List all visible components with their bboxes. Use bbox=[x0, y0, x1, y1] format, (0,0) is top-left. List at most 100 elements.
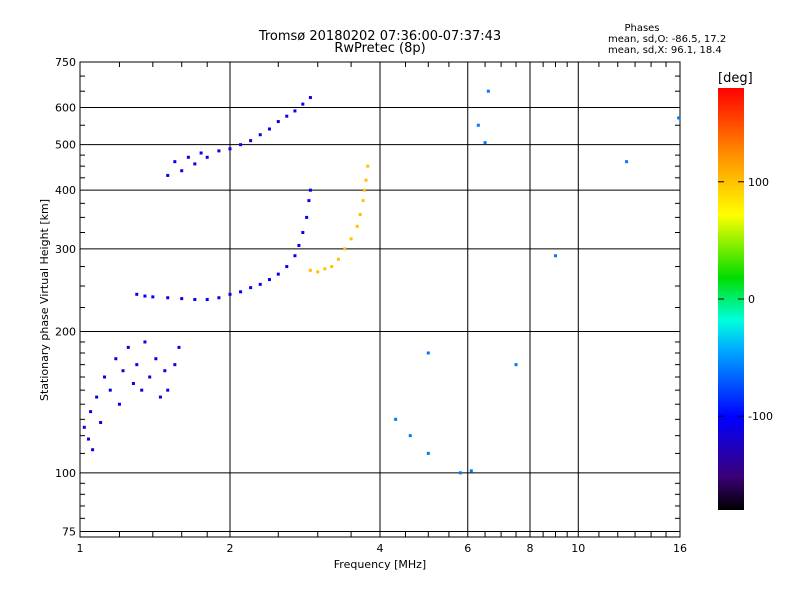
y-tick-label: 75 bbox=[62, 525, 76, 538]
data-point bbox=[158, 395, 162, 399]
data-point bbox=[193, 297, 197, 301]
stats-line-o: mean, sd,O: -86.5, 17.2 bbox=[608, 34, 726, 45]
y-tick-label: 500 bbox=[55, 139, 76, 152]
data-point bbox=[476, 123, 480, 127]
x-tick-label: 10 bbox=[571, 542, 585, 555]
y-tick-label: 100 bbox=[55, 467, 76, 480]
data-point bbox=[307, 199, 311, 203]
colorbar-tick-label: 100 bbox=[748, 176, 769, 189]
data-point bbox=[323, 267, 327, 271]
y-tick-label: 200 bbox=[55, 326, 76, 339]
axis-ticks bbox=[80, 62, 680, 537]
data-point bbox=[166, 388, 170, 392]
data-point bbox=[358, 213, 362, 217]
data-point bbox=[258, 282, 262, 286]
y-tick-label: 300 bbox=[55, 243, 76, 256]
data-point bbox=[408, 434, 412, 438]
data-point bbox=[276, 272, 280, 276]
data-point bbox=[91, 448, 95, 452]
data-point bbox=[193, 162, 197, 166]
data-point bbox=[228, 147, 232, 151]
data-point bbox=[366, 164, 370, 168]
stats-line-x: mean, sd,X: 96.1, 18.4 bbox=[608, 45, 722, 56]
data-point bbox=[267, 127, 271, 131]
data-point bbox=[625, 160, 629, 164]
data-point bbox=[301, 231, 305, 235]
y-tick-label: 750 bbox=[55, 56, 76, 69]
data-point bbox=[228, 292, 232, 296]
chart-title: Tromsø 20180202 07:36:00-07:37:43 bbox=[258, 29, 501, 44]
y-tick-label: 400 bbox=[55, 184, 76, 197]
data-point bbox=[166, 173, 170, 177]
data-point bbox=[117, 402, 121, 406]
data-point bbox=[131, 381, 135, 385]
data-point bbox=[316, 270, 320, 274]
data-point bbox=[154, 357, 158, 361]
data-point bbox=[553, 254, 557, 258]
data-point bbox=[361, 199, 365, 203]
colorbar-tick-label: 0 bbox=[748, 293, 755, 306]
data-point bbox=[483, 141, 487, 145]
data-point bbox=[173, 160, 177, 164]
data-point bbox=[121, 369, 125, 373]
data-point bbox=[239, 290, 243, 294]
colorbar-tick-label: -100 bbox=[748, 410, 773, 423]
data-point bbox=[276, 120, 280, 124]
x-tick-label: 1 bbox=[77, 542, 84, 555]
stats-heading: Phases bbox=[624, 23, 659, 34]
data-point bbox=[469, 469, 473, 473]
data-point bbox=[514, 363, 518, 367]
data-point bbox=[177, 345, 181, 349]
data-point bbox=[362, 188, 366, 192]
x-tick-label: 16 bbox=[673, 542, 687, 555]
data-point bbox=[140, 388, 144, 392]
data-point bbox=[199, 151, 203, 155]
data-point bbox=[166, 296, 170, 300]
data-point bbox=[217, 149, 221, 153]
data-point bbox=[458, 471, 462, 475]
data-point bbox=[82, 425, 86, 429]
data-point bbox=[267, 278, 271, 282]
colorbar-label: [deg] bbox=[718, 71, 753, 86]
data-point bbox=[239, 143, 243, 147]
data-point bbox=[108, 388, 112, 392]
x-tick-label: 8 bbox=[527, 542, 534, 555]
data-point bbox=[297, 243, 301, 247]
data-point bbox=[486, 89, 490, 93]
data-point bbox=[126, 345, 130, 349]
data-point bbox=[305, 215, 309, 219]
data-point bbox=[186, 155, 190, 159]
data-point bbox=[151, 295, 155, 299]
data-point bbox=[343, 247, 347, 251]
data-point bbox=[173, 363, 177, 367]
data-point bbox=[180, 169, 184, 173]
data-point bbox=[205, 297, 209, 301]
data-point bbox=[249, 286, 253, 290]
x-tick-label: 2 bbox=[227, 542, 234, 555]
data-point bbox=[336, 257, 340, 261]
chart-subtitle: RwPretec (8p) bbox=[334, 41, 425, 56]
data-point bbox=[99, 420, 103, 424]
data-point bbox=[114, 357, 118, 361]
data-point bbox=[148, 375, 152, 379]
data-points bbox=[82, 89, 681, 475]
x-axis-label: Frequency [MHz] bbox=[334, 558, 426, 571]
x-tick-labels: 1 2 4 6 8 10 16 bbox=[77, 542, 688, 555]
data-point bbox=[293, 254, 297, 258]
data-point bbox=[103, 375, 107, 379]
y-tick-labels: 75 100 200 300 400 500 600 750 bbox=[55, 56, 76, 538]
data-point bbox=[426, 351, 430, 355]
data-point bbox=[143, 340, 147, 344]
grid bbox=[80, 62, 680, 537]
x-tick-label: 6 bbox=[464, 542, 471, 555]
data-point bbox=[86, 437, 90, 441]
data-point bbox=[330, 265, 334, 269]
data-point bbox=[308, 268, 312, 272]
data-point bbox=[89, 410, 93, 414]
y-tick-label: 600 bbox=[55, 101, 76, 114]
y-axis-label: Stationary phase Virtual Height [km] bbox=[38, 199, 51, 401]
data-point bbox=[180, 297, 184, 301]
data-point bbox=[249, 139, 253, 143]
data-point bbox=[349, 237, 353, 241]
